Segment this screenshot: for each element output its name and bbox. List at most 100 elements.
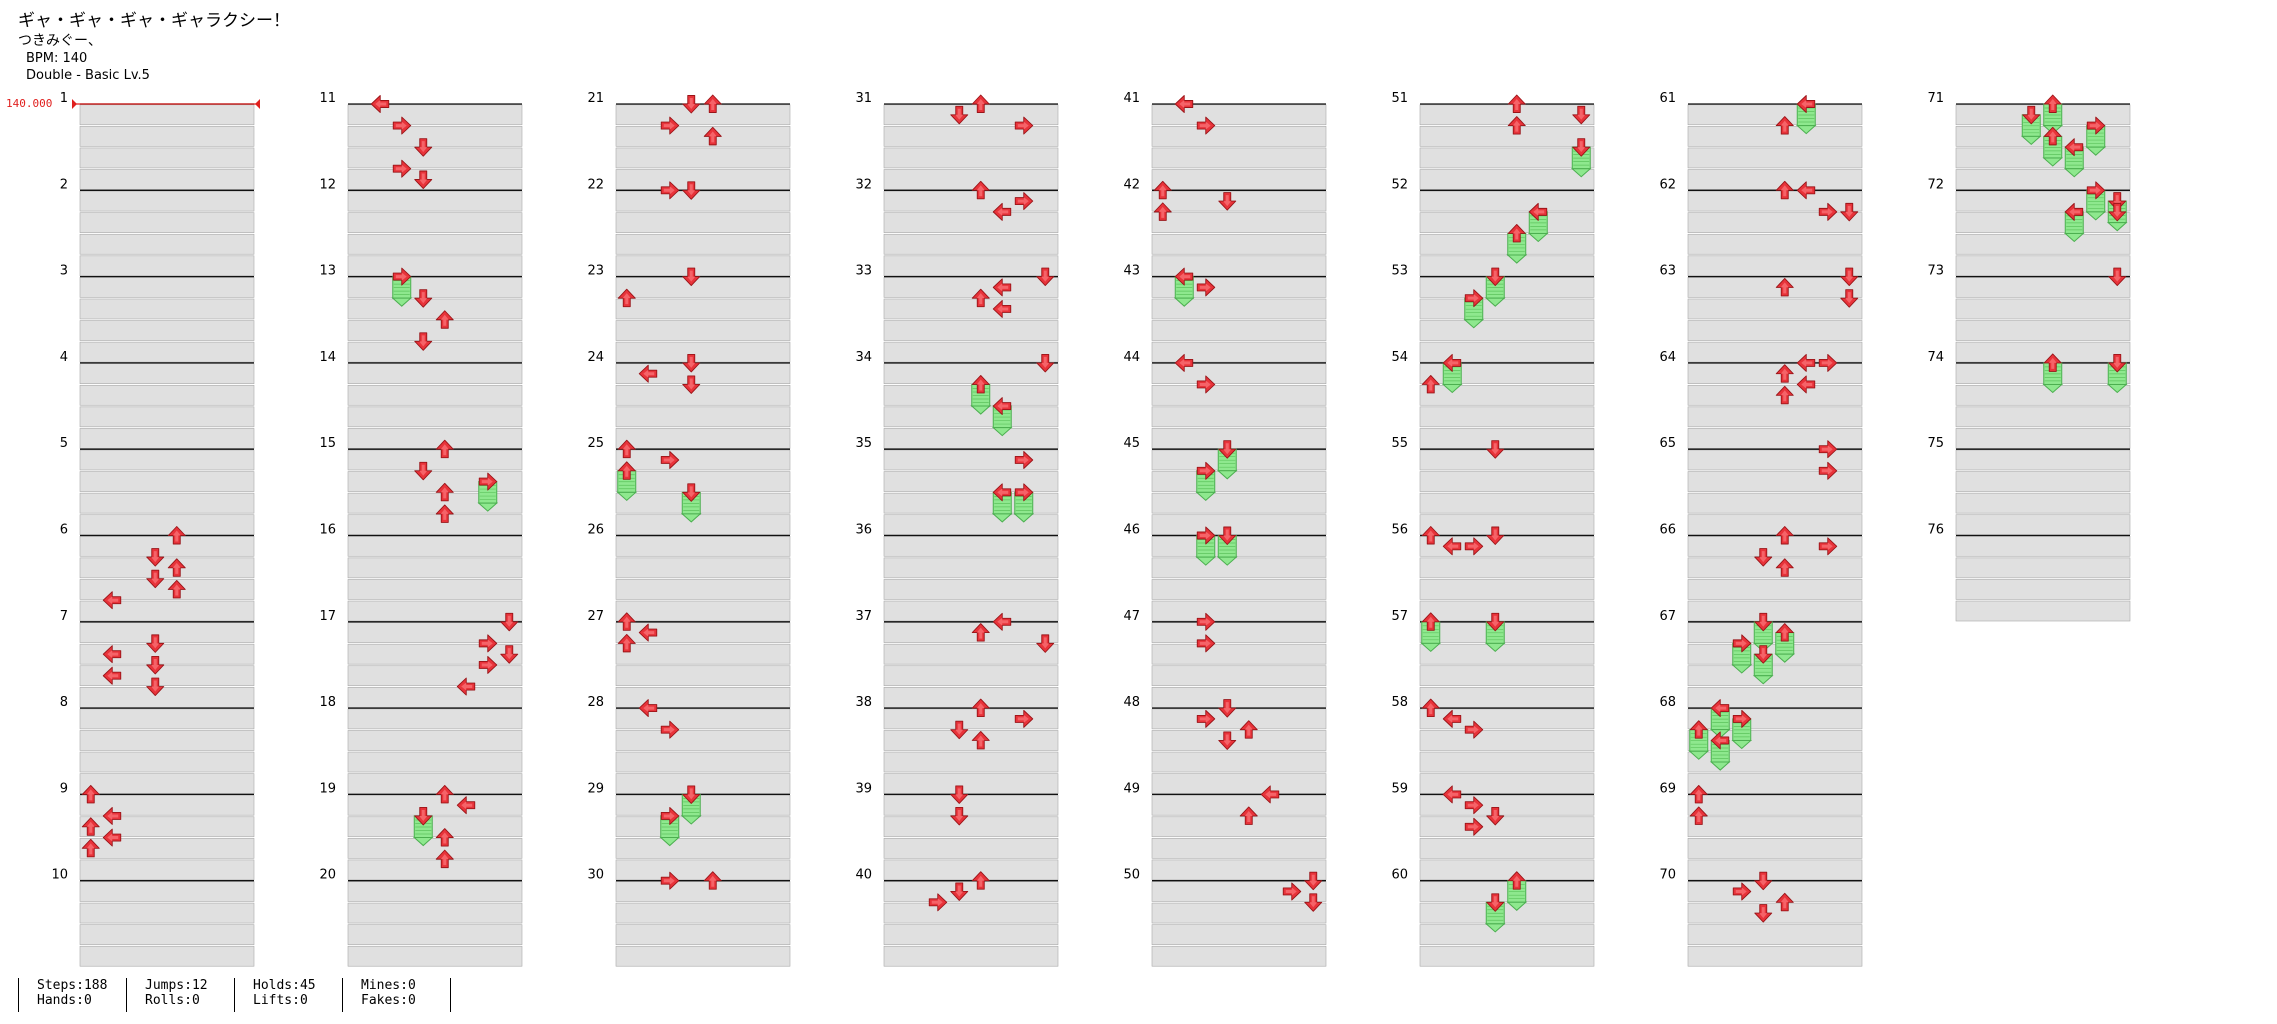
beat-band (1955, 579, 2131, 600)
beat-band (1687, 838, 1863, 859)
hold-tail (1484, 923, 1506, 933)
beat-band (79, 212, 255, 233)
beat-band (883, 126, 1059, 147)
beat-band (615, 384, 791, 406)
measure-number: 12 (319, 177, 336, 192)
beat-band (1419, 255, 1595, 277)
arrow-up-icon (660, 807, 680, 825)
arrow-up-icon (1196, 634, 1216, 653)
beat-band (615, 816, 791, 838)
beat-band (1151, 838, 1327, 859)
beat-band (1151, 320, 1327, 341)
beat-band (615, 773, 791, 794)
hold-tail (1463, 319, 1485, 329)
arrow-right-icon (1572, 105, 1591, 125)
beat-band (1955, 363, 2131, 384)
beat-band (615, 320, 791, 341)
beat-band (347, 233, 523, 255)
beat-band (615, 298, 791, 320)
arrow-left-icon (971, 180, 990, 200)
arrow-right-icon (146, 569, 165, 589)
beat-band (79, 557, 255, 579)
beat-band (1151, 924, 1327, 945)
arrow-left-icon (435, 504, 454, 523)
beat-band (883, 665, 1059, 687)
beat-band (883, 687, 1059, 708)
beat-band (79, 773, 255, 794)
beat-band (1151, 298, 1327, 320)
beat-band (1955, 233, 2131, 255)
beat-band (1419, 341, 1595, 363)
hold-tail (1570, 168, 1592, 178)
hold-tail (1752, 675, 1774, 685)
arrow-right-icon (1840, 267, 1859, 287)
beat-band (1687, 406, 1863, 428)
arrow-up-icon (392, 159, 412, 178)
beat-band (1419, 816, 1595, 838)
beat-band (1687, 384, 1863, 406)
stat-rolls: Rolls:0 (145, 993, 200, 1008)
measure-number: 55 (1391, 436, 1408, 451)
arrow-right-icon (1486, 612, 1505, 632)
beat-band (883, 773, 1059, 794)
arrow-right-icon (414, 461, 433, 481)
arrow-left-icon (1775, 526, 1794, 545)
measure-number: 8 (60, 695, 68, 710)
arrow-left-icon (1689, 806, 1708, 825)
arrow-right-icon (146, 634, 165, 653)
measure-number: 52 (1391, 177, 1408, 192)
beat-band (1955, 449, 2131, 471)
measure-number: 18 (319, 695, 336, 710)
hold-tail (1484, 297, 1506, 307)
arrow-left-icon (617, 612, 636, 631)
arrow-left-icon (1421, 698, 1440, 718)
beat-band (615, 169, 791, 190)
beat-band (79, 535, 255, 557)
arrow-down-icon (370, 95, 390, 113)
beat-band (615, 190, 791, 212)
beat-band (1419, 190, 1595, 212)
beat-band (347, 363, 523, 384)
arrow-left-icon (1421, 612, 1440, 631)
beat-band (1419, 298, 1595, 320)
beat-band (1955, 406, 2131, 428)
measure-number: 4 (60, 350, 68, 365)
beat-band (1687, 147, 1863, 169)
hold-tail (1527, 232, 1549, 243)
beat-band (1151, 945, 1327, 967)
beat-band (1687, 233, 1863, 255)
arrow-down-icon (638, 623, 658, 642)
beat-band (79, 492, 255, 514)
hold-tail (1216, 470, 1238, 480)
arrow-left-icon (1421, 526, 1440, 545)
hold-tail (2020, 135, 2042, 146)
beat-band (79, 233, 255, 255)
arrow-right-icon (1304, 893, 1323, 912)
beat-band (1687, 687, 1863, 708)
beat-band (347, 838, 523, 859)
beat-band (883, 794, 1059, 816)
arrow-right-icon (146, 677, 165, 696)
beat-band (615, 255, 791, 277)
beat-band (1151, 406, 1327, 428)
measure-number: 72 (1927, 177, 1944, 192)
beat-band (1151, 535, 1327, 557)
beat-band (883, 600, 1059, 622)
arrow-left-icon (167, 579, 186, 599)
beat-band (79, 320, 255, 341)
beat-band (615, 600, 791, 622)
arrow-up-icon (478, 472, 498, 491)
measure-number: 29 (587, 781, 604, 796)
beat-bands (79, 104, 2131, 967)
beat-band (615, 881, 791, 902)
measure-number: 19 (319, 781, 336, 796)
hold-tail (680, 815, 702, 825)
measure-number: 31 (855, 91, 872, 106)
arrow-down-icon (992, 202, 1012, 221)
beat-band (79, 622, 255, 643)
measure-number: 51 (1391, 91, 1408, 106)
beat-band (883, 298, 1059, 320)
beat-band (883, 838, 1059, 859)
arrow-up-icon (478, 656, 498, 674)
beat-band (883, 233, 1059, 255)
